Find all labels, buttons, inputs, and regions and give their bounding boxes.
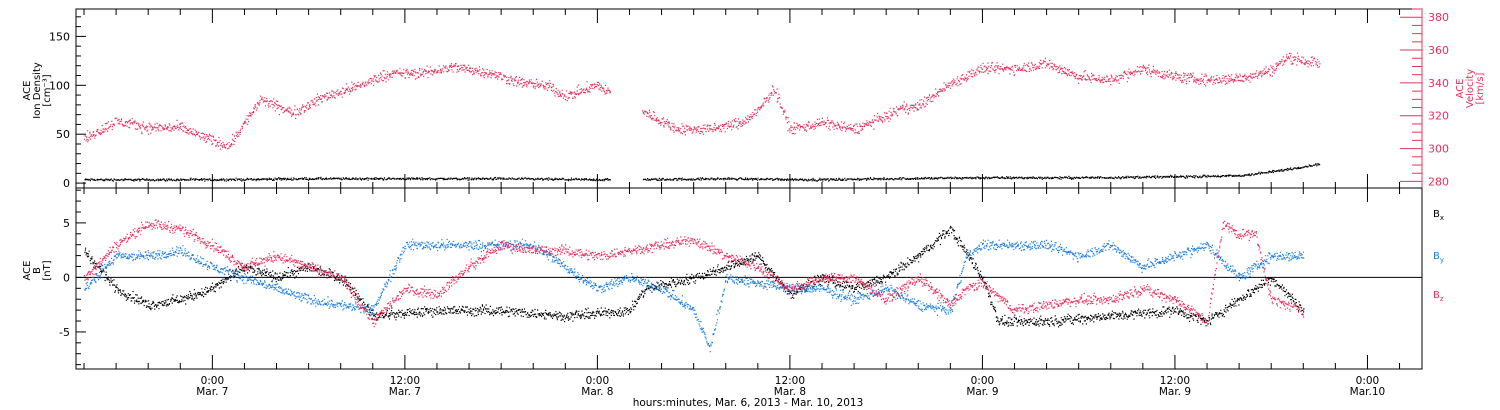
- left-y-axis: -5 0 5 ACEB[nT]: [22, 189, 86, 366]
- x-tick-date-label: Mar. 7: [196, 386, 228, 398]
- y-axis-label-line: ACE: [22, 81, 33, 101]
- left-y-axis: 0 50 100 150 ACEIon Density[cm⁻³]: [22, 16, 86, 190]
- x-tick-date-label: Mar. 9: [966, 386, 998, 398]
- y-tick-label: 0: [63, 271, 70, 284]
- y2-tick-label: 360: [1428, 44, 1449, 57]
- y2-tick-label: 340: [1428, 77, 1449, 90]
- legend-sub: y: [1440, 256, 1444, 264]
- legend-main: B: [1433, 209, 1440, 220]
- y-tick-label: 0: [63, 177, 70, 190]
- right-y-axis: 280 300 320 340 360 380 ACEVelocity[km/s]: [1400, 8, 1486, 188]
- legend-main: B: [1433, 251, 1440, 262]
- x-tick-time-label: 0:00: [586, 375, 610, 387]
- x-tick-date-label: Mar.10: [1350, 386, 1386, 398]
- x-tick-time-label: 0:00: [1356, 375, 1380, 387]
- x-tick-date-label: Mar. 9: [1159, 386, 1191, 398]
- y2-tick-label: 320: [1428, 110, 1449, 123]
- y2-axis-label: ACEVelocity[km/s]: [1455, 69, 1486, 108]
- velocity-series: [83, 52, 1321, 150]
- ion-density-series: [84, 163, 1321, 182]
- legend-sub: x: [1440, 214, 1444, 222]
- legend-bz: Bz: [1433, 290, 1444, 303]
- x-tick-date-label: Mar. 7: [389, 386, 421, 398]
- y2-axis-label-line: Velocity: [1465, 69, 1476, 108]
- x-tick-time-label: 12:00: [1160, 375, 1190, 387]
- y-tick-label: 50: [56, 128, 70, 141]
- legend-bx: Bx: [1433, 209, 1444, 222]
- velocity-series-points: [83, 52, 1321, 150]
- top-panel-frame: [75, 8, 1423, 189]
- y-axis-label-line: [nT]: [42, 260, 53, 280]
- bz-series-points: [83, 219, 1305, 328]
- legend-by: By: [1433, 251, 1444, 264]
- y-axis-label-line: Ion Density: [32, 62, 43, 119]
- y2-axis-label-line: ACE: [1455, 79, 1466, 99]
- ion-density-series-points: [84, 163, 1321, 182]
- y-axis-label-line: ACE: [22, 261, 33, 281]
- x-axis-caption: hours:minutes, Mar. 6, 2013 - Mar. 10, 2…: [633, 397, 864, 409]
- y2-tick-label: 280: [1428, 175, 1449, 188]
- x-tick-time-label: 12:00: [390, 375, 420, 387]
- bottom-panel-frame: [75, 187, 1423, 370]
- y-tick-label: 100: [49, 79, 70, 92]
- x-tick-time-label: 0:00: [971, 375, 995, 387]
- y-tick-label: 5: [63, 217, 70, 230]
- y2-tick-label: 300: [1428, 143, 1449, 156]
- legend-main: B: [1433, 290, 1440, 301]
- x-tick-date-label: Mar. 8: [581, 386, 613, 398]
- y-tick-label: -5: [59, 326, 70, 339]
- y2-tick-label: 380: [1428, 11, 1449, 24]
- x-tick-time-label: 0:00: [201, 375, 225, 387]
- y-axis-label: ACEIon Density[cm⁻³]: [22, 62, 53, 119]
- bz-series: [83, 219, 1305, 328]
- x-tick-time-label: 12:00: [775, 375, 805, 387]
- y-axis-label-line: B: [32, 267, 43, 274]
- x-tick-date-label: Mar. 8: [774, 386, 806, 398]
- y-axis-label-line: [cm⁻³]: [42, 74, 53, 106]
- legend-sub: z: [1440, 295, 1444, 303]
- y-tick-label: 150: [49, 30, 70, 43]
- y2-axis-label-line: [km/s]: [1475, 72, 1486, 104]
- y-axis-label: ACEB[nT]: [22, 260, 53, 280]
